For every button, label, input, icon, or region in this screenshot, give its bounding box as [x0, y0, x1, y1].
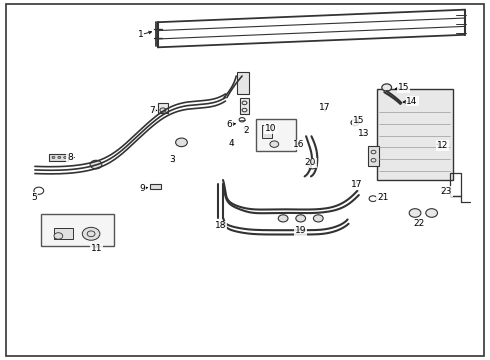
Bar [49, 154, 68, 161]
Text: 8: 8 [67, 153, 73, 162]
Circle shape [409, 209, 421, 217]
Bar [158, 103, 168, 113]
Circle shape [58, 156, 61, 158]
Bar [450, 173, 461, 196]
Text: 18: 18 [215, 221, 226, 230]
Circle shape [82, 227, 100, 240]
Circle shape [351, 120, 359, 126]
Circle shape [278, 215, 288, 222]
Text: 11: 11 [91, 244, 102, 253]
Text: 17: 17 [351, 180, 362, 189]
Bar [150, 184, 161, 189]
Bar [240, 98, 249, 114]
Circle shape [296, 215, 306, 222]
Circle shape [90, 160, 102, 169]
Circle shape [426, 209, 438, 217]
Text: 15: 15 [397, 83, 409, 92]
Text: 13: 13 [358, 129, 369, 138]
Bar [256, 119, 296, 151]
Circle shape [175, 138, 187, 147]
Text: 5: 5 [31, 193, 37, 202]
Text: 17: 17 [319, 103, 331, 112]
Bar [237, 72, 249, 94]
Text: 23: 23 [441, 187, 452, 196]
Text: 2: 2 [243, 126, 249, 135]
Text: 14: 14 [406, 96, 418, 105]
Circle shape [382, 84, 392, 91]
Text: 12: 12 [437, 141, 448, 150]
Text: 9: 9 [140, 184, 145, 193]
Text: 6: 6 [226, 120, 232, 129]
Bar [368, 146, 379, 166]
Text: 3: 3 [169, 156, 174, 165]
Bar [41, 214, 114, 246]
Circle shape [54, 233, 63, 239]
Circle shape [270, 141, 279, 147]
Circle shape [314, 215, 323, 222]
Text: 19: 19 [295, 226, 306, 235]
Text: 21: 21 [377, 193, 389, 202]
Text: 10: 10 [265, 124, 277, 133]
Text: 15: 15 [353, 116, 364, 125]
Text: 1: 1 [138, 30, 143, 39]
Text: 7: 7 [149, 105, 155, 114]
Bar [262, 125, 272, 138]
Bar [54, 228, 73, 239]
Circle shape [64, 156, 67, 158]
Text: 4: 4 [229, 139, 235, 148]
Circle shape [52, 156, 55, 158]
Text: 22: 22 [414, 219, 424, 228]
Bar [377, 89, 453, 180]
Text: 16: 16 [293, 140, 304, 149]
Text: 20: 20 [305, 158, 316, 167]
